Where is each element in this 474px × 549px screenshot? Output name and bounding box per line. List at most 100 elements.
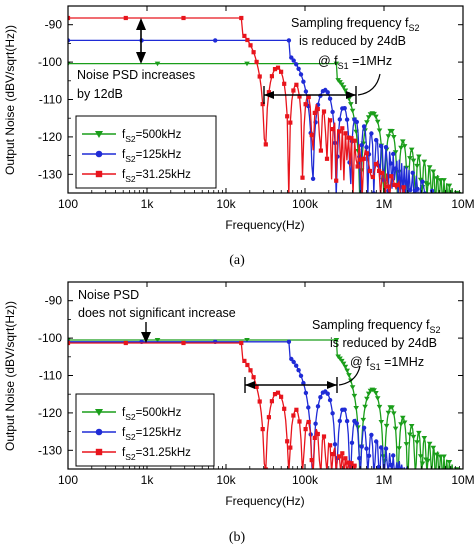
data-point bbox=[357, 456, 362, 461]
data-point bbox=[367, 168, 372, 174]
data-point bbox=[239, 340, 244, 346]
x-tick-label: 10M bbox=[451, 197, 474, 211]
data-point bbox=[445, 471, 451, 476]
data-point bbox=[318, 395, 323, 400]
data-point bbox=[389, 174, 394, 179]
annotation-right-line3-a: @ fS1 =1MHz bbox=[318, 54, 392, 71]
data-point bbox=[296, 368, 301, 373]
data-point bbox=[242, 33, 247, 38]
data-point bbox=[410, 434, 417, 440]
data-point bbox=[405, 471, 411, 476]
data-point bbox=[248, 368, 253, 373]
data-point bbox=[439, 195, 445, 200]
data-point bbox=[438, 471, 442, 475]
data-point bbox=[343, 131, 348, 136]
data-point bbox=[388, 462, 393, 468]
data-point bbox=[427, 195, 431, 199]
data-point bbox=[411, 195, 415, 199]
data-point bbox=[334, 471, 338, 475]
data-point bbox=[362, 471, 366, 475]
data-point bbox=[269, 74, 274, 79]
data-point bbox=[318, 93, 323, 99]
data-point bbox=[359, 143, 364, 148]
legend-label: fS2=125kHz bbox=[122, 427, 182, 442]
chart-panel-a: 100 1k 10k 100k 1M 10M -130 -120 -110 -100 -90 Fr… bbox=[3, 5, 474, 268]
data-point bbox=[429, 195, 435, 200]
data-point bbox=[444, 195, 448, 199]
y-tick-label: -90 bbox=[45, 294, 63, 308]
data-point bbox=[408, 424, 415, 429]
data-point bbox=[414, 163, 420, 169]
legend-marker bbox=[95, 131, 103, 138]
data-point bbox=[333, 61, 340, 67]
annotation-left-line1-a: Noise PSD increases bbox=[77, 68, 195, 82]
data-point bbox=[446, 183, 453, 189]
data-point bbox=[272, 392, 278, 397]
data-point bbox=[343, 456, 348, 461]
y-tick-labels-b: -130 -120 -110 -100 -90 bbox=[38, 294, 62, 458]
data-point bbox=[425, 182, 431, 188]
data-point bbox=[420, 179, 425, 184]
x-tick-label: 10M bbox=[451, 473, 474, 487]
data-point bbox=[301, 380, 306, 386]
data-point bbox=[376, 128, 383, 134]
data-point bbox=[303, 390, 309, 396]
x-tick-label: 10k bbox=[216, 197, 236, 211]
data-point bbox=[291, 359, 296, 365]
annotation-left-line2-a: by 12dB bbox=[77, 87, 123, 101]
data-point bbox=[257, 74, 262, 79]
data-point bbox=[373, 391, 379, 396]
y-axis-title-b: Output Noise (dBV/sqrt(Hz)) bbox=[3, 301, 17, 451]
data-point bbox=[435, 194, 439, 198]
data-point bbox=[303, 102, 308, 107]
data-point bbox=[417, 177, 424, 183]
data-point bbox=[181, 15, 186, 21]
data-point bbox=[416, 154, 422, 160]
data-point bbox=[411, 471, 415, 475]
data-point bbox=[285, 439, 290, 444]
data-point bbox=[413, 471, 417, 475]
y-tick-label: -130 bbox=[38, 167, 62, 181]
data-point bbox=[291, 413, 296, 418]
data-point bbox=[434, 176, 440, 181]
data-point bbox=[395, 195, 401, 200]
x-axis-title-a: Frequency(Hz) bbox=[225, 218, 304, 232]
data-point bbox=[365, 115, 372, 120]
chart-panel-b: 100 1k 10k 100k 1M 10M -130 -120 -110 -100 -90 Fr… bbox=[3, 281, 474, 545]
data-point bbox=[361, 124, 367, 129]
data-point bbox=[342, 407, 347, 412]
data-point bbox=[378, 420, 385, 425]
annotation-right-line1-b: Sampling frequency fS2 bbox=[312, 318, 440, 335]
legend-label: fS2=500kHz bbox=[122, 407, 182, 422]
data-point bbox=[294, 82, 299, 87]
data-point bbox=[377, 168, 382, 173]
data-point bbox=[360, 417, 367, 423]
x-tick-label: 1M bbox=[376, 197, 393, 211]
data-point bbox=[359, 444, 364, 449]
data-point bbox=[434, 452, 440, 458]
data-point bbox=[362, 404, 368, 410]
data-point bbox=[340, 126, 345, 131]
data-point bbox=[348, 102, 354, 107]
data-point bbox=[248, 43, 253, 48]
data-point bbox=[244, 338, 250, 343]
data-point bbox=[407, 156, 413, 161]
data-point bbox=[446, 460, 453, 465]
arrow-head-up-a bbox=[136, 18, 146, 30]
y-tick-label: -120 bbox=[38, 406, 62, 420]
data-point bbox=[391, 151, 396, 157]
data-point bbox=[402, 471, 406, 475]
data-point bbox=[68, 61, 71, 67]
data-point bbox=[366, 453, 372, 458]
fs-arrow-head-right-a bbox=[346, 91, 356, 99]
data-point bbox=[401, 195, 405, 199]
data-point bbox=[430, 169, 437, 175]
y-tick-label: -110 bbox=[39, 369, 62, 383]
data-point bbox=[337, 80, 343, 85]
y-tick-label: -90 bbox=[45, 18, 63, 32]
series-group-b bbox=[68, 338, 462, 476]
data-point bbox=[344, 117, 350, 122]
legend-marker bbox=[95, 448, 103, 456]
fs-arrow-head-left-b bbox=[245, 381, 255, 389]
data-point bbox=[441, 454, 447, 460]
